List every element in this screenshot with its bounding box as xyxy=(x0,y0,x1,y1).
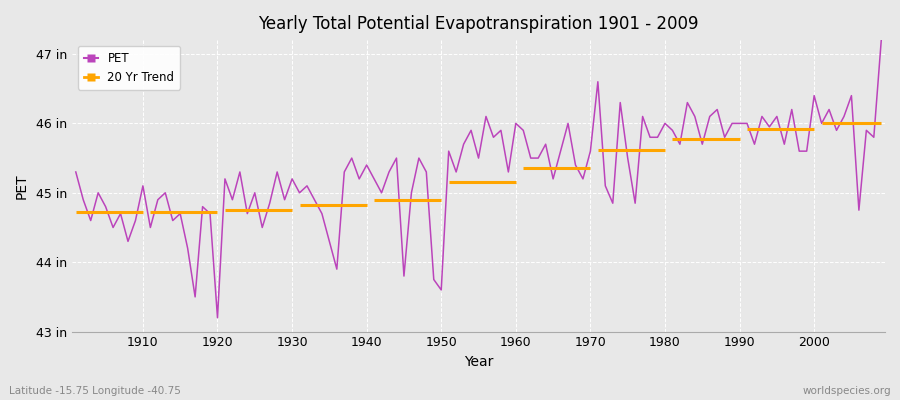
Y-axis label: PET: PET xyxy=(15,173,29,199)
X-axis label: Year: Year xyxy=(464,355,493,369)
Text: worldspecies.org: worldspecies.org xyxy=(803,386,891,396)
Legend: PET, 20 Yr Trend: PET, 20 Yr Trend xyxy=(78,46,180,90)
Title: Yearly Total Potential Evapotranspiration 1901 - 2009: Yearly Total Potential Evapotranspiratio… xyxy=(258,15,698,33)
Text: Latitude -15.75 Longitude -40.75: Latitude -15.75 Longitude -40.75 xyxy=(9,386,181,396)
